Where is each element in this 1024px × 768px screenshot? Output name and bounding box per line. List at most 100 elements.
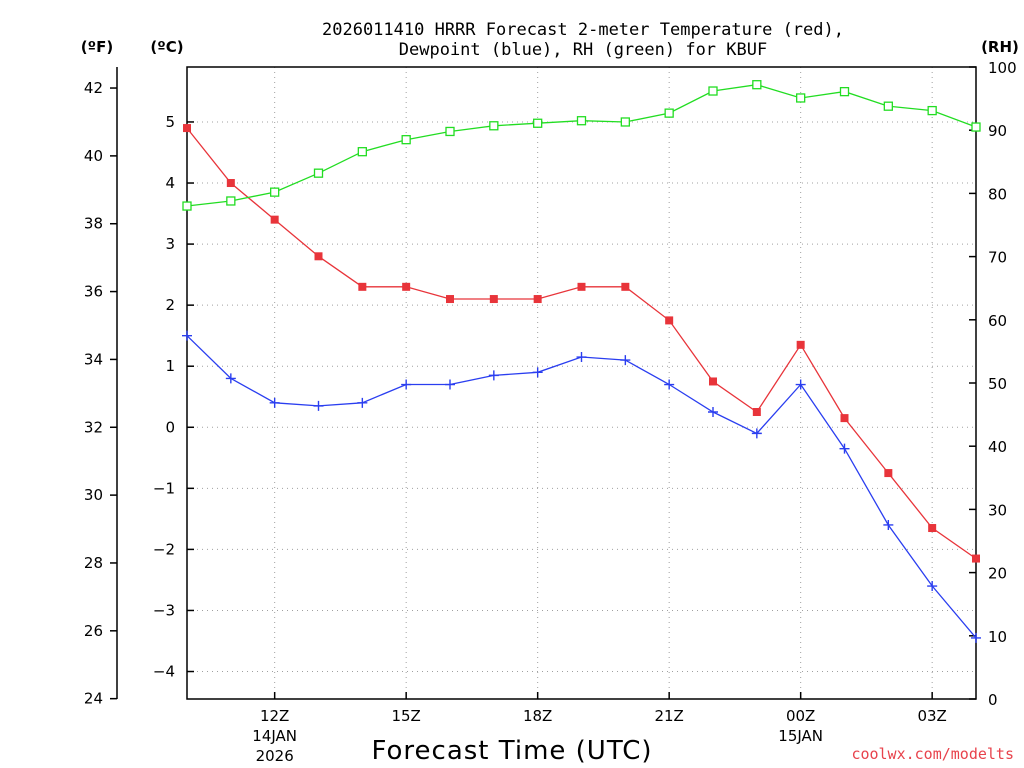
dewpoint-point — [532, 367, 543, 378]
fahrenheit-tick-label: 42 — [84, 79, 103, 97]
rh-point — [182, 201, 192, 211]
x-tick-date-label: 15JAN — [778, 727, 823, 745]
rh-series-line — [186, 84, 977, 207]
temperature-point — [752, 408, 761, 417]
x-tick-label: 18Z — [523, 707, 552, 725]
rh-tick-label: 100 — [988, 59, 1017, 77]
rh-point — [226, 196, 236, 206]
rh-point — [883, 101, 893, 111]
temperature-point — [533, 295, 542, 304]
fahrenheit-tick-label: 34 — [84, 350, 103, 368]
x-tick-label: 12Z — [260, 707, 289, 725]
x-tick-label: 15Z — [391, 707, 420, 725]
rh-tick-label: 60 — [988, 312, 1007, 330]
chart-title-line1: 2026011410 HRRR Forecast 2-meter Tempera… — [322, 20, 844, 40]
temperature-series-line — [186, 127, 977, 560]
temperature-point — [446, 295, 454, 304]
dewpoint-point — [883, 519, 894, 530]
fahrenheit-tick-label: 26 — [84, 622, 103, 640]
temperature-point — [709, 377, 717, 386]
dewpoint-point — [927, 581, 938, 592]
fahrenheit-tick-label: 36 — [84, 283, 103, 301]
fahrenheit-tick-label: 30 — [84, 486, 103, 504]
plot-frame — [186, 66, 977, 700]
rh-tick-label: 70 — [988, 249, 1007, 267]
dewpoint-point — [971, 632, 981, 643]
dewpoint-point — [401, 379, 412, 390]
fahrenheit-tick-label: 24 — [84, 690, 103, 708]
rh-point — [796, 93, 806, 103]
temperature-point — [577, 282, 586, 291]
celsius-tick-label: 2 — [165, 296, 175, 314]
dewpoint-point — [445, 379, 455, 390]
dewpoint-point — [708, 407, 718, 418]
rh-point — [971, 122, 981, 132]
celsius-tick-label: −2 — [153, 540, 175, 558]
rh-point — [927, 105, 937, 116]
grid-layer — [187, 67, 976, 699]
credit-text: coolwx.com/modelts — [851, 745, 1014, 763]
series-layer — [182, 80, 981, 643]
rh-point — [839, 86, 850, 97]
rh-tick-label: 50 — [988, 375, 1007, 393]
rh-tick-label: 0 — [988, 691, 998, 709]
temperature-point — [796, 340, 805, 349]
temperature-point — [402, 282, 411, 291]
fahrenheit-tick-label: 40 — [84, 147, 103, 165]
rh-point — [401, 135, 411, 145]
rh-point — [357, 147, 367, 157]
temperature-point — [270, 215, 279, 224]
rh-tick-label: 90 — [988, 122, 1007, 140]
x-tick-label: 21Z — [654, 707, 683, 725]
rh-point — [533, 118, 543, 128]
dewpoint-point — [182, 330, 192, 341]
celsius-tick-label: 1 — [165, 357, 175, 375]
celsius-unit-label: (ºC) — [150, 38, 183, 56]
rh-tick-label: 10 — [988, 628, 1007, 646]
dewpoint-point — [839, 443, 850, 454]
dewpoint-series-line — [186, 335, 977, 639]
dewpoint-point — [751, 428, 762, 439]
dewpoint-point — [225, 373, 236, 384]
x-tick-date-label: 14JAN — [252, 727, 297, 745]
temperature-point — [314, 252, 323, 261]
dewpoint-point — [664, 379, 675, 390]
temperature-point — [621, 282, 630, 291]
fahrenheit-tick-label: 28 — [84, 554, 103, 572]
celsius-tick-label: −4 — [153, 663, 175, 681]
celsius-tick-label: 0 — [165, 418, 175, 436]
ticks-layer: −4−3−2−101234524262830323436384042010203… — [84, 59, 1017, 765]
dewpoint-point — [488, 370, 499, 381]
rh-unit-label: (RH) — [981, 38, 1019, 56]
dewpoint-point — [795, 379, 806, 390]
celsius-tick-label: 3 — [165, 235, 175, 253]
temperature-point — [358, 282, 367, 291]
rh-tick-label: 30 — [988, 501, 1007, 519]
rh-point — [489, 121, 499, 131]
rh-point — [576, 116, 587, 126]
dewpoint-point — [269, 397, 280, 408]
x-tick-year-label: 2026 — [256, 747, 294, 765]
temperature-point — [183, 124, 191, 133]
celsius-tick-label: −3 — [153, 601, 175, 619]
temperature-point — [972, 554, 980, 563]
dewpoint-point — [357, 397, 368, 408]
rh-point — [664, 108, 674, 118]
celsius-tick-label: 4 — [165, 174, 175, 192]
rh-point — [445, 126, 455, 137]
chart-title-line2: Dewpoint (blue), RH (green) for KBUF — [399, 40, 767, 60]
fahrenheit-unit-label: (ºF) — [81, 38, 113, 56]
rh-point — [620, 117, 630, 127]
temperature-point — [665, 316, 674, 325]
rh-point — [708, 86, 718, 96]
x-tick-label: 03Z — [917, 707, 946, 725]
celsius-tick-label: 5 — [165, 113, 175, 131]
fahrenheit-tick-label: 38 — [84, 215, 103, 233]
temperature-point — [840, 414, 849, 423]
x-tick-label: 00Z — [786, 707, 815, 725]
fahrenheit-tick-label: 32 — [84, 418, 103, 436]
temperature-point — [489, 295, 498, 304]
dewpoint-point — [576, 352, 587, 363]
dewpoint-point — [620, 355, 631, 366]
